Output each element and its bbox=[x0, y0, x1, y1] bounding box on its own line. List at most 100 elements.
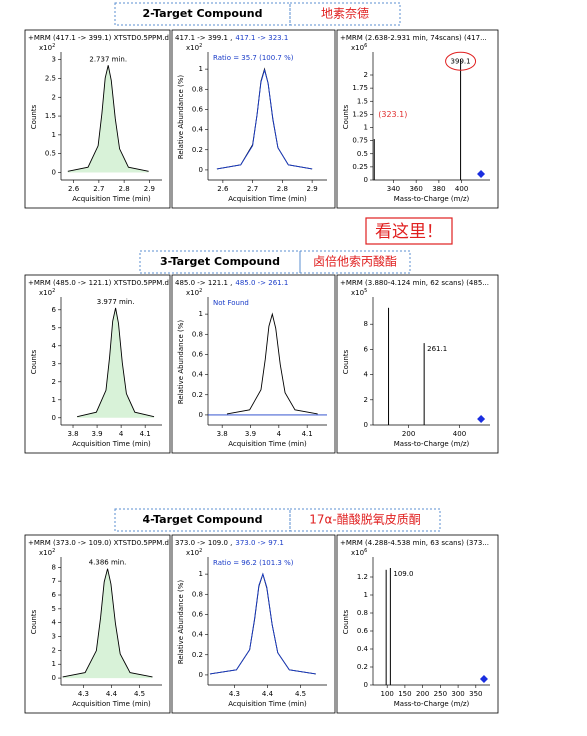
x-tick-label: 340 bbox=[387, 185, 400, 193]
y-tick-label: 0 bbox=[364, 176, 368, 184]
x-tick-label: 250 bbox=[434, 690, 447, 698]
x-axis-label: Acquisition Time (min) bbox=[228, 700, 307, 708]
y-tick-label: 0.2 bbox=[192, 391, 203, 399]
y-tick-label: 2 bbox=[52, 378, 56, 386]
x-tick-label: 380 bbox=[432, 185, 445, 193]
qualifier-trace bbox=[209, 572, 316, 675]
panel-header: 373.0 -> 109.0 , 373.0 -> 97.1 bbox=[175, 539, 284, 547]
plot bbox=[209, 572, 316, 675]
compound-name: 地素奈德 bbox=[321, 6, 369, 21]
y-axis-label: Counts bbox=[342, 104, 350, 129]
y-tick-label: 0.75 bbox=[352, 137, 368, 145]
section-title: 4-Target Compound bbox=[142, 513, 262, 526]
y-tick-label: 0.25 bbox=[352, 163, 368, 171]
name-box bbox=[299, 250, 411, 274]
y-tick-label: 0.6 bbox=[357, 627, 369, 635]
header-text: +MRM (4.288-4.538 min, 63 scans) (373... bbox=[340, 539, 489, 547]
x-tick-label: 4.3 bbox=[78, 690, 89, 698]
panel-header: 417.1 -> 399.1 , 417.1 -> 323.1 bbox=[175, 34, 288, 42]
multiplier-base: x10 bbox=[39, 44, 52, 52]
y-tick-label: 3 bbox=[52, 56, 56, 64]
x-axis-label: Mass-to-Charge (m/z) bbox=[394, 440, 470, 448]
y-tick-label: 1.5 bbox=[45, 112, 56, 120]
x-tick-label: 2.8 bbox=[277, 185, 288, 193]
x-tick-label: 4 bbox=[119, 430, 124, 438]
y-tick-label: 0.2 bbox=[192, 146, 203, 154]
y-tick-label: 1.25 bbox=[352, 110, 368, 118]
y-tick-label: 0 bbox=[364, 421, 368, 429]
y-tick-label: 2 bbox=[52, 93, 56, 101]
peak-area bbox=[67, 65, 149, 173]
x-tick-label: 3.8 bbox=[217, 430, 228, 438]
y-tick-label: 0.6 bbox=[192, 610, 204, 618]
callout-box bbox=[365, 217, 453, 245]
x-tick-label: 2.9 bbox=[307, 185, 318, 193]
y-tick-label: 0 bbox=[199, 671, 203, 679]
panel-frame bbox=[336, 274, 499, 454]
y-tick-label: 0.6 bbox=[192, 350, 204, 358]
plot bbox=[62, 568, 153, 679]
x-axis-label: Acquisition Time (min) bbox=[72, 195, 151, 203]
x-axis-label: Mass-to-Charge (m/z) bbox=[394, 195, 470, 203]
x-tick-label: 350 bbox=[469, 690, 482, 698]
y-multiplier: x106 bbox=[351, 43, 367, 53]
title-box bbox=[139, 250, 301, 274]
x-axis-label: Acquisition Time (min) bbox=[228, 195, 307, 203]
y-tick-label: 3 bbox=[52, 633, 56, 641]
x-tick-label: 200 bbox=[402, 430, 415, 438]
y-tick-label: 6 bbox=[52, 591, 57, 599]
x-tick-label: 3.8 bbox=[67, 430, 78, 438]
multiplier-exponent: 6 bbox=[364, 43, 367, 49]
y-tick-label: 0.8 bbox=[192, 590, 203, 598]
panel-frame bbox=[171, 274, 336, 454]
x-tick-label: 4.4 bbox=[262, 690, 274, 698]
y-tick-label: 0.4 bbox=[192, 631, 204, 639]
y-tick-label: 0 bbox=[364, 681, 368, 689]
y-multiplier: x102 bbox=[186, 43, 202, 53]
panel-header: +MRM (417.1 -> 399.1) XTSTD0.5PPM.d bbox=[28, 34, 169, 42]
y-tick-label: 0 bbox=[199, 166, 203, 174]
x-tick-label: 150 bbox=[398, 690, 411, 698]
x-axis-label: Acquisition Time (min) bbox=[72, 440, 151, 448]
y-axis-label: Counts bbox=[30, 104, 38, 129]
y-tick-label: 4 bbox=[52, 342, 57, 350]
multiplier-base: x10 bbox=[351, 44, 364, 52]
multiplier-exponent: 2 bbox=[52, 548, 55, 554]
trace bbox=[62, 568, 153, 678]
y-tick-label: 1.75 bbox=[352, 84, 368, 92]
ratio-note: Ratio = 96.2 (101.3 %) bbox=[213, 559, 294, 567]
y-tick-label: 0.6 bbox=[192, 105, 204, 113]
x-tick-label: 4 bbox=[277, 430, 282, 438]
multiplier-base: x10 bbox=[39, 549, 52, 557]
panel-frame bbox=[24, 274, 171, 454]
y-tick-label: 4 bbox=[52, 619, 57, 627]
trace bbox=[226, 312, 318, 415]
y-multiplier: x102 bbox=[186, 288, 202, 298]
y-multiplier: x102 bbox=[39, 288, 55, 298]
x-tick-label: 2.7 bbox=[93, 185, 104, 193]
y-axis-label: Counts bbox=[30, 349, 38, 374]
y-tick-label: 6 bbox=[364, 345, 369, 353]
panel-header: +MRM (373.0 -> 109.0) XTSTD0.5PPM.d bbox=[28, 539, 169, 547]
multiplier-exponent: 2 bbox=[199, 548, 202, 554]
y-tick-label: 1.2 bbox=[357, 573, 368, 581]
peak-label: 261.1 bbox=[427, 345, 447, 353]
multiplier-base: x10 bbox=[39, 289, 52, 297]
trace bbox=[67, 65, 149, 172]
name-box bbox=[289, 2, 401, 26]
y-multiplier: x102 bbox=[39, 43, 55, 53]
panel-frame bbox=[24, 534, 171, 714]
multiplier-exponent: 2 bbox=[199, 288, 202, 294]
y-multiplier: x106 bbox=[351, 548, 367, 558]
peak-label: 109.0 bbox=[393, 570, 413, 578]
section-title: 2-Target Compound bbox=[142, 7, 262, 20]
y-tick-label: 2 bbox=[364, 396, 368, 404]
qualifier-trace bbox=[216, 68, 313, 170]
x-tick-label: 360 bbox=[409, 185, 422, 193]
y-tick-label: 6 bbox=[52, 306, 57, 314]
y-tick-label: 0.5 bbox=[45, 150, 56, 158]
y-tick-label: 0.2 bbox=[192, 651, 203, 659]
y-tick-label: 0.8 bbox=[192, 330, 203, 338]
multiplier-base: x10 bbox=[186, 44, 199, 52]
y-tick-label: 1 bbox=[199, 570, 203, 578]
